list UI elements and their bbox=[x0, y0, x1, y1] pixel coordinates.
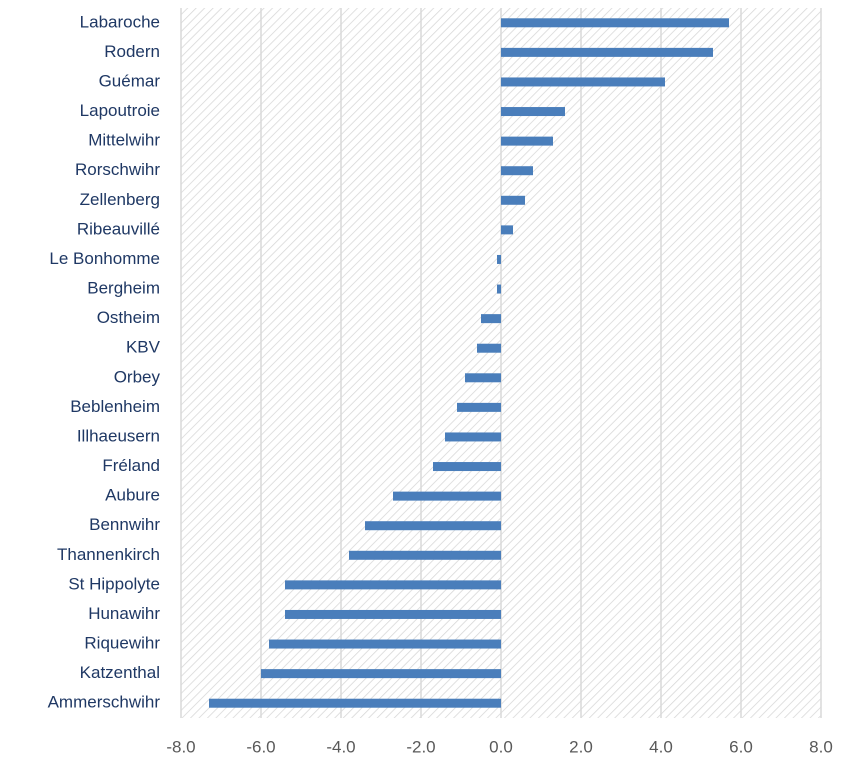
bar bbox=[393, 491, 501, 501]
y-tick-label: Fréland bbox=[102, 456, 160, 475]
x-tick-label: 2.0 bbox=[569, 737, 593, 756]
bar bbox=[481, 314, 501, 324]
bar bbox=[269, 639, 501, 649]
x-tick-label: 0.0 bbox=[489, 737, 513, 756]
y-tick-label: KBV bbox=[126, 338, 161, 357]
y-tick-label: Bergheim bbox=[87, 279, 160, 298]
y-tick-label: Beblenheim bbox=[70, 397, 160, 416]
y-tick-label: St Hippolyte bbox=[68, 574, 160, 593]
bar bbox=[501, 47, 713, 57]
y-tick-label: Rodern bbox=[104, 42, 160, 61]
bar bbox=[261, 669, 501, 679]
bar bbox=[445, 432, 501, 442]
y-tick-label: Lapoutroie bbox=[80, 101, 160, 120]
bar bbox=[501, 136, 553, 146]
bar bbox=[433, 462, 501, 472]
bar bbox=[209, 698, 501, 708]
y-tick-label: Guémar bbox=[99, 71, 161, 90]
y-tick-label: Le Bonhomme bbox=[49, 249, 160, 268]
y-tick-label: Katzenthal bbox=[80, 663, 160, 682]
bar bbox=[497, 254, 501, 264]
y-tick-label: Ammerschwihr bbox=[48, 693, 161, 712]
bar bbox=[285, 580, 501, 590]
y-tick-label: Illhaeusern bbox=[77, 426, 160, 445]
y-tick-label: Mittelwihr bbox=[88, 131, 160, 150]
x-tick-label: 8.0 bbox=[809, 737, 833, 756]
bar bbox=[365, 521, 501, 531]
bar bbox=[501, 107, 565, 117]
bar bbox=[501, 195, 525, 205]
y-tick-label: Rorschwihr bbox=[75, 160, 160, 179]
bar bbox=[465, 373, 501, 383]
y-tick-label: Thannenkirch bbox=[57, 545, 160, 564]
bar bbox=[497, 284, 501, 294]
y-tick-label: Bennwihr bbox=[89, 515, 160, 534]
x-tick-label: -6.0 bbox=[246, 737, 275, 756]
bar bbox=[501, 166, 533, 176]
bar bbox=[501, 77, 665, 87]
bar bbox=[349, 550, 501, 560]
x-tick-label: 6.0 bbox=[729, 737, 753, 756]
bar bbox=[457, 402, 501, 412]
y-tick-label: Hunawihr bbox=[88, 604, 160, 623]
x-tick-label: -8.0 bbox=[166, 737, 195, 756]
x-tick-label: -4.0 bbox=[326, 737, 355, 756]
y-tick-label: Labaroche bbox=[80, 12, 160, 31]
bar bbox=[501, 18, 729, 28]
y-tick-label: Orbey bbox=[114, 367, 161, 386]
y-tick-label: Zellenberg bbox=[80, 190, 160, 209]
y-tick-label: Ostheim bbox=[97, 308, 160, 327]
bar bbox=[285, 609, 501, 619]
y-tick-label: Ribeauvillé bbox=[77, 219, 160, 238]
bar bbox=[477, 343, 501, 353]
x-tick-label: -2.0 bbox=[406, 737, 435, 756]
x-tick-label: 4.0 bbox=[649, 737, 673, 756]
bar bbox=[501, 225, 513, 235]
y-tick-label: Aubure bbox=[105, 486, 160, 505]
y-tick-label: Riquewihr bbox=[84, 634, 160, 653]
